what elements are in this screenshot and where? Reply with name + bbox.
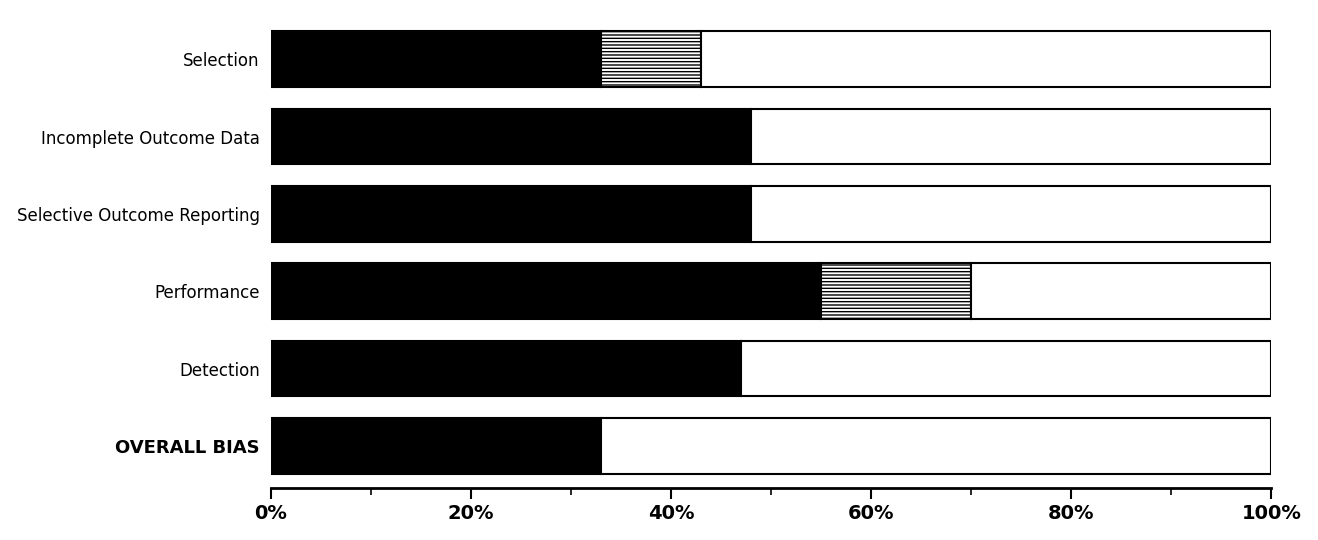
Bar (270, 31, 601, 87)
Bar (701, 31, 1272, 87)
Bar (270, 418, 601, 474)
Bar (741, 341, 1272, 396)
Bar (821, 264, 971, 319)
Bar (601, 31, 701, 87)
Bar (751, 186, 1272, 242)
Bar (270, 341, 741, 396)
Bar (270, 186, 751, 242)
Bar (751, 109, 1272, 164)
Bar (601, 418, 1272, 474)
Bar (270, 109, 751, 164)
Bar (971, 264, 1272, 319)
Bar (270, 264, 821, 319)
